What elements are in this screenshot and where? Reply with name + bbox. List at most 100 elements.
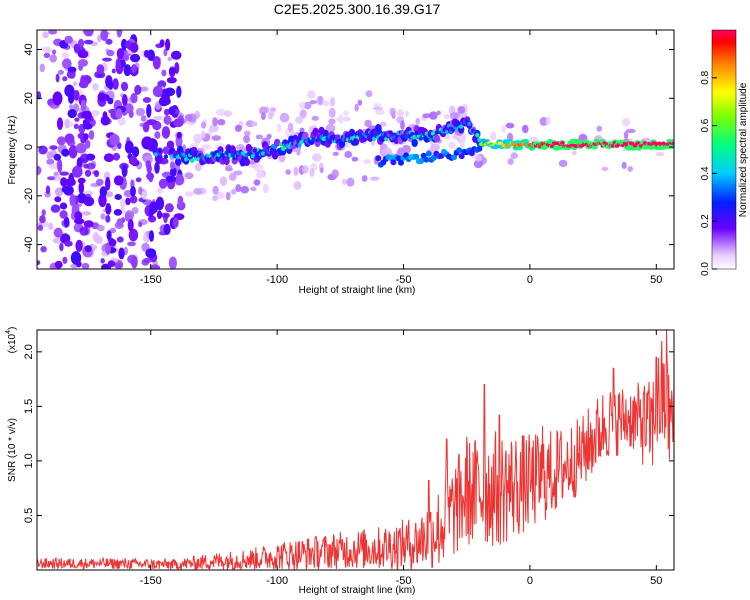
stripe-blob: [54, 196, 62, 203]
stripe-blob: [78, 181, 85, 195]
noise-blob: [142, 97, 152, 103]
noise-blob: [235, 184, 242, 193]
noise-blob: [319, 167, 324, 174]
noise-blob: [77, 38, 85, 48]
noise-blob: [193, 187, 203, 195]
stripe-blob: [166, 140, 175, 149]
noise-blob: [109, 227, 117, 234]
noise-blob: [396, 109, 405, 118]
noise-blob: [436, 110, 441, 116]
ridge-blob-outer: [348, 128, 356, 137]
stripe-blob: [107, 97, 114, 105]
stripe-blob: [130, 92, 138, 104]
noise-blob: [184, 191, 194, 197]
stripe-blob: [116, 48, 125, 60]
ridge-blob-outer: [312, 127, 319, 136]
ridge-blob-outer: [352, 137, 360, 146]
noise-blob: [309, 100, 317, 105]
snr-panel: -150 -100 -50 0 50 0.5 1.0 1.5 2.0 Height of st…: [5, 327, 675, 596]
stripe-blob: [68, 144, 78, 159]
noise-blob: [47, 176, 56, 181]
stripe-blob: [168, 256, 177, 269]
noise-blob: [41, 209, 46, 217]
noise-blob: [139, 86, 149, 92]
noise-blob: [539, 117, 549, 126]
noise-blob: [260, 112, 266, 120]
noise-blob: [201, 144, 211, 150]
noise-blob: [332, 151, 339, 156]
stripe-blob: [74, 211, 83, 221]
stripe-blob: [149, 264, 161, 269]
stripe-blob: [78, 80, 89, 89]
noise-blob: [120, 81, 129, 92]
noise-blob: [263, 106, 270, 114]
stripe-blob: [105, 203, 112, 215]
colorbar-tick-label: 0.6: [700, 118, 711, 132]
ridge-blob-core: [430, 131, 436, 136]
noise-blob: [448, 141, 456, 149]
noise-blob: [105, 215, 111, 223]
snr-y-multiplier: (x104): [5, 327, 18, 354]
noise-blob: [55, 73, 60, 83]
noise-blob: [293, 166, 299, 176]
stripe-blob: [61, 185, 73, 194]
stripe-blob: [108, 238, 117, 247]
y-tick-label: -40: [23, 237, 35, 253]
noise-blob: [167, 57, 173, 61]
noise-blob: [490, 132, 497, 141]
stripe-blob: [77, 49, 89, 59]
stripe-blob: [69, 193, 76, 207]
noise-blob: [422, 113, 431, 119]
colorbar-tick-label: 0.0: [700, 262, 711, 276]
stripe-blob: [156, 210, 163, 220]
noise-blob: [342, 178, 347, 185]
stripe-blob: [99, 186, 108, 198]
stripe-blob: [121, 38, 128, 50]
noise-blob: [72, 81, 78, 87]
stripe-blob: [165, 38, 171, 51]
noise-blob: [225, 191, 231, 201]
stripe-blob: [78, 59, 88, 67]
spectrogram-blobs: [37, 30, 665, 269]
stripe-blob: [108, 80, 114, 90]
noise-blob: [37, 224, 44, 231]
noise-blob: [38, 145, 48, 155]
noise-blob: [295, 116, 304, 124]
noise-blob: [601, 166, 609, 171]
stripe-blob: [54, 260, 63, 269]
stripe-blob: [159, 39, 165, 48]
noise-blob: [129, 195, 138, 204]
x-tick-label: -100: [266, 274, 288, 286]
stripe-blob: [97, 92, 106, 102]
stripe-blob: [80, 110, 92, 119]
ridge-blob-outer: [375, 124, 382, 132]
noise-blob: [135, 177, 142, 183]
noise-blob: [231, 188, 237, 195]
stripe-blob: [168, 106, 176, 116]
noise-blob: [79, 226, 89, 236]
stripe-blob: [83, 196, 95, 207]
noise-blob: [216, 108, 226, 117]
ridge-blob-core: [475, 133, 480, 138]
stripe-blob: [122, 54, 130, 61]
branch-blob: [456, 147, 463, 154]
noise-blob: [141, 259, 150, 266]
stripe-blob: [176, 85, 182, 98]
stripe-blob: [158, 178, 168, 189]
noise-blob: [57, 69, 64, 75]
noise-blob: [363, 159, 372, 164]
x-tick-label: -150: [140, 575, 162, 587]
noise-blob: [443, 114, 451, 120]
stripe-blob: [52, 91, 63, 106]
ridge-blob-core: [252, 148, 258, 153]
noise-blob: [262, 183, 269, 194]
noise-blob: [59, 242, 64, 252]
stripe-blob: [73, 90, 80, 101]
noise-blob: [81, 211, 92, 216]
noise-blob: [243, 135, 251, 144]
stripe-blob: [131, 146, 140, 158]
noise-blob: [135, 107, 146, 117]
noise-blob: [444, 133, 451, 140]
ridge-blob-core: [299, 140, 304, 145]
